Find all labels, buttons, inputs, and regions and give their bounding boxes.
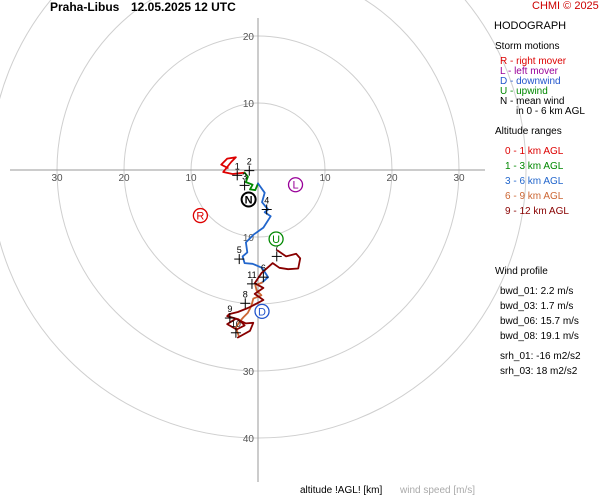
y-tick-label: 10 [243, 99, 255, 110]
wind-profile-srh03: srh_03: 18 m2/s2 [500, 366, 578, 377]
height-label: 1 [235, 161, 240, 171]
hodograph-trace-0 [220, 156, 246, 175]
storm-marker-label-n: N [245, 194, 253, 206]
credit-text: CHMI © 2025 [532, 0, 599, 12]
x-tick-label: 20 [386, 173, 398, 184]
station-name: Praha-Libus [50, 0, 120, 14]
altitude-units-label: altitude !AGL! [km] [300, 485, 383, 496]
storm-marker-d [254, 303, 270, 320]
height-label: 5 [237, 245, 242, 255]
storm-marker-l [287, 177, 304, 193]
wind-profile-bwd06: bwd_06: 15.7 m/s [500, 316, 579, 327]
storm-marker-label-u: U [272, 234, 280, 246]
y-tick-label: 30 [243, 367, 255, 378]
legend-upwind: U - upwind [500, 86, 548, 97]
storm-marker-label-l: L [292, 180, 298, 192]
altitude-range-0-1: 0 - 1 km AGL [505, 146, 564, 157]
height-label: 9 [227, 304, 232, 314]
wind-profile-heading: Wind profile [495, 266, 548, 277]
storm-marker-label-d: D [258, 306, 266, 318]
hodograph-trace-1 [243, 171, 259, 192]
storm-marker-n [240, 191, 257, 208]
storm-marker-u [268, 231, 284, 247]
x-tick-label: 20 [118, 173, 130, 184]
panel-title: HODOGRAPH [494, 20, 567, 32]
hodograph-trace-2 [241, 182, 272, 284]
x-tick-label: 30 [51, 173, 63, 184]
height-label: 4 [264, 196, 269, 206]
height-label: 11 [247, 270, 256, 280]
altitude-range-6-9: 6 - 9 km AGL [505, 191, 564, 202]
x-tick-label: 10 [185, 173, 197, 184]
y-tick-label: 20 [243, 32, 255, 43]
altitude-range-9-12: 9 - 12 km AGL [505, 206, 569, 217]
altitude-range-1-3: 1 - 3 km AGL [505, 161, 564, 172]
wind-profile-bwd08: bwd_08: 19.1 m/s [500, 331, 579, 342]
legend-mean-wind-layer: in 0 - 6 km AGL [516, 106, 585, 117]
x-tick-label: 10 [319, 173, 331, 184]
height-label: 7 [274, 242, 279, 252]
sounding-datetime: 12.05.2025 12 UTC [131, 0, 236, 14]
height-label: 2 [247, 157, 252, 167]
storm-marker-label-r: R [196, 211, 204, 223]
legend-mean-wind: N - mean wind [500, 96, 565, 107]
height-label: 3 [242, 171, 247, 181]
height-label: 8 [243, 289, 248, 299]
wind-profile-bwd01: bwd_01: 2.2 m/s [500, 286, 574, 297]
wind-speed-units-label: wind speed [m/s] [400, 485, 476, 496]
y-tick-label: 40 [243, 434, 255, 445]
legend-downwind: D - downwind [500, 76, 561, 87]
altitude-ranges-heading: Altitude ranges [495, 126, 562, 137]
altitude-range-3-6: 3 - 6 km AGL [505, 176, 564, 187]
hodograph-trace-4 [226, 249, 302, 339]
storm-motions-heading: Storm motions [495, 41, 560, 52]
storm-marker-r [192, 207, 209, 224]
wind-profile-bwd03: bwd_03: 1.7 m/s [500, 301, 574, 312]
x-tick-label: 30 [453, 173, 465, 184]
speed-ring-40 [0, 0, 527, 439]
wind-profile-srh01: srh_01: -16 m2/s2 [500, 351, 581, 362]
height-label: 10 [231, 319, 241, 329]
legend-left-mover: L - left mover [500, 66, 558, 77]
legend-right-mover: R - right mover [500, 56, 567, 67]
height-label: 6 [261, 263, 266, 273]
